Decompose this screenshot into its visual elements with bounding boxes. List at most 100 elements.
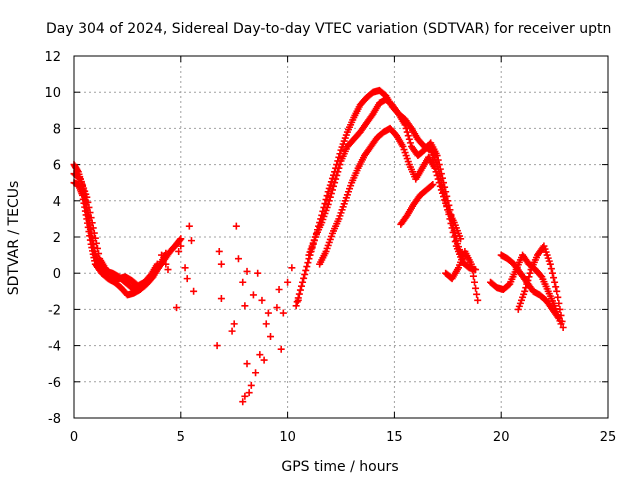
data-point	[555, 299, 563, 307]
x-tick-label: 20	[493, 430, 510, 445]
data-point	[232, 222, 240, 230]
data-point	[326, 181, 334, 189]
data-point	[554, 313, 562, 321]
data-point	[254, 269, 262, 277]
data-point	[177, 235, 185, 243]
data-point	[241, 392, 249, 400]
data-point	[95, 250, 103, 258]
plot-frame	[73, 55, 609, 419]
data-point	[293, 298, 301, 306]
y-tick-label: -8	[48, 412, 61, 427]
data-point	[442, 188, 450, 196]
data-point	[442, 199, 450, 207]
data-point	[279, 309, 287, 317]
data-point	[234, 255, 242, 263]
data-point	[162, 249, 170, 257]
data-point	[239, 278, 247, 286]
data-point	[264, 309, 272, 317]
data-point	[441, 196, 449, 204]
data-point	[551, 278, 559, 286]
data-point	[474, 296, 482, 304]
data-point	[546, 260, 554, 268]
data-point	[262, 320, 270, 328]
x-tick-label: 5	[177, 430, 185, 445]
data-point	[436, 182, 444, 190]
data-point	[162, 260, 170, 268]
data-point	[93, 244, 101, 252]
data-point	[432, 168, 440, 176]
data-point	[525, 273, 533, 281]
data-point	[434, 156, 442, 164]
data-point	[239, 398, 247, 406]
data-point	[89, 224, 97, 232]
data-point	[526, 269, 534, 277]
data-point	[553, 287, 561, 295]
x-tick-label: 15	[386, 430, 403, 445]
data-point	[84, 198, 92, 206]
data-point	[443, 203, 451, 211]
data-point	[217, 295, 225, 303]
y-tick-label: 0	[53, 267, 61, 282]
data-point	[552, 283, 560, 291]
data-point	[440, 193, 448, 201]
data-point	[217, 260, 225, 268]
data-point	[190, 287, 198, 295]
data-point	[557, 311, 565, 319]
data-point	[521, 287, 529, 295]
x-axis-label: GPS time / hours	[281, 459, 398, 475]
data-point	[435, 161, 443, 169]
data-point	[187, 237, 195, 245]
data-point	[550, 274, 558, 282]
data-point	[330, 182, 338, 190]
data-point	[183, 275, 191, 283]
data-point	[277, 345, 285, 353]
data-point	[428, 181, 436, 189]
data-point	[273, 304, 281, 312]
data-point	[429, 181, 437, 189]
grid	[74, 56, 608, 418]
data-point	[524, 276, 532, 284]
data-point	[469, 272, 477, 280]
data-point	[267, 333, 275, 341]
chart-title: Day 304 of 2024, Sidereal Day-to-day VTE…	[46, 21, 611, 37]
data-point	[556, 305, 564, 313]
data-point	[325, 197, 333, 205]
data-point	[437, 170, 445, 178]
data-point	[185, 222, 193, 230]
data-point	[213, 342, 221, 350]
data-point	[245, 389, 253, 397]
data-point	[258, 296, 266, 304]
y-tick-label: 4	[53, 195, 61, 210]
data-point	[177, 242, 185, 250]
data-point	[90, 229, 98, 237]
data-point	[294, 296, 302, 304]
data-point	[75, 174, 83, 182]
data-point	[433, 171, 441, 179]
data-points	[70, 86, 567, 406]
data-point	[472, 284, 480, 292]
y-tick-label: -6	[48, 376, 61, 391]
data-point	[559, 324, 567, 331]
data-point	[558, 317, 566, 325]
data-point	[450, 233, 458, 241]
data-point	[295, 290, 303, 298]
data-point	[92, 239, 100, 247]
data-point	[153, 260, 161, 268]
data-point	[275, 285, 283, 293]
data-point	[87, 214, 95, 222]
data-point	[473, 290, 481, 298]
data-point	[297, 282, 305, 290]
data-point	[164, 266, 172, 274]
data-point	[437, 186, 445, 194]
y-tick-label: 12	[44, 50, 61, 65]
data-point	[335, 153, 343, 161]
data-point	[301, 270, 309, 278]
tick-labels: 0 5 10 15 20 25 -8 -6 -4 -2 0 2 4 6 8 10 12	[44, 50, 616, 445]
data-point	[522, 284, 530, 292]
data-point	[404, 132, 412, 140]
data-point	[431, 164, 439, 172]
data-point	[288, 264, 296, 272]
data-point	[91, 234, 99, 242]
data-point	[333, 171, 341, 179]
